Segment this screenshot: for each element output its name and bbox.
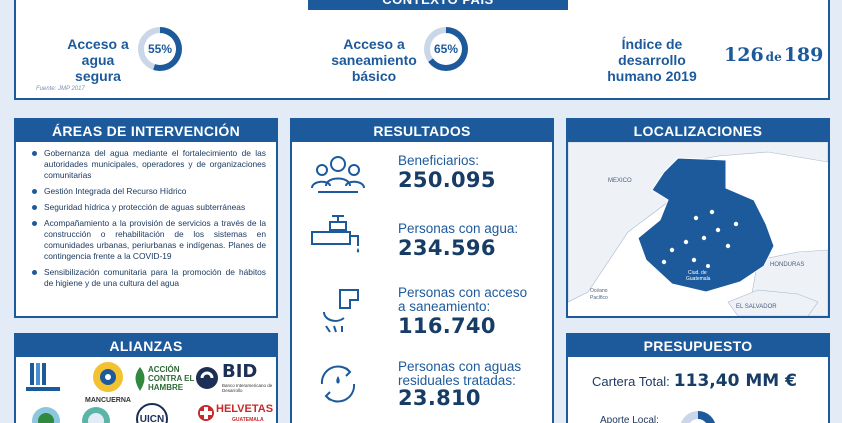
guatemala-gov-logo <box>26 363 60 391</box>
sanitation-percent: 65% <box>430 33 462 65</box>
map-label-salvador: EL SALVADOR <box>736 304 777 310</box>
context-source: Fuente: JMP 2017 <box>36 86 85 92</box>
helvetas-logo-icon <box>198 405 214 421</box>
uicn-logo-icon <box>136 403 168 423</box>
bid-subtitle: Banco Interamericano de Desarrollo <box>222 383 273 393</box>
people-icon <box>311 156 365 193</box>
personas-residuales-value: 23.810 <box>398 386 481 410</box>
areas-title: ÁREAS DE INTERVENCIÓN <box>16 120 276 142</box>
map-label-ocean: Océano <box>590 288 608 294</box>
map-label-capital: Guatemala <box>686 276 711 282</box>
map-label-mexico: MEXICO <box>608 178 632 184</box>
uicn-logo: UICN <box>139 414 165 423</box>
personas-saneamiento-value: 116.740 <box>398 314 496 338</box>
aporte-local-label: Aporte Local: <box>600 415 659 423</box>
cartera-total: Cartera Total: 113,40 MM € <box>592 371 797 391</box>
result-label: Personas con aguas residuales tratadas: <box>398 359 522 388</box>
partner-logo-icon <box>32 407 60 423</box>
resultados-panel: RESULTADOS Beneficiarios: 250.095 Person… <box>290 118 554 423</box>
map-label-capital: Ciud. de <box>688 270 707 276</box>
sanitation-label: Acceso a saneamiento básico <box>331 36 417 84</box>
alianzas-panel: ALIANZAS MANCUERNA ACCIÓN CONTRA EL HAMB… <box>14 333 278 423</box>
list-item: Sensibilización comunitaria para la prom… <box>30 267 266 289</box>
water-label: Acceso a agua segura <box>67 36 129 84</box>
helvetas-logo: HELVETAS <box>216 403 274 415</box>
hdi-label: Índice de desarrollo humano 2019 <box>607 36 697 84</box>
presupuesto-title: PRESUPUESTO <box>568 335 828 357</box>
helvetas-country: GUATEMALA <box>232 417 264 423</box>
result-label: Personas con agua: <box>398 221 519 236</box>
list-item: Gestión Integrada del Recurso Hídrico <box>30 186 266 197</box>
sanitation-ring-chart: 65% <box>424 27 468 71</box>
map-label-honduras: HONDURAS <box>770 262 804 268</box>
water-cycle-icon <box>320 365 356 403</box>
list-item: Gobernanza del agua mediante el fortalec… <box>30 148 266 181</box>
map-label-ocean: Pacífico <box>590 295 608 301</box>
bid-logo: BID <box>222 361 258 382</box>
personas-agua-value: 234.596 <box>398 236 496 260</box>
guatemala-map: MEXICO HONDURAS EL SALVADOR Océano Pacíf… <box>568 142 828 316</box>
faucet-icon <box>311 215 360 253</box>
bid-logo-icon <box>196 367 218 389</box>
aporte-ring-chart <box>681 411 715 423</box>
pipe-icon <box>323 289 359 333</box>
alianzas-title: ALIANZAS <box>16 335 276 357</box>
water-percent: 55% <box>144 33 176 65</box>
mancuerna-logo: MANCUERNA <box>85 397 131 404</box>
mancuerna-logo-icon <box>93 362 123 392</box>
resultados-title: RESULTADOS <box>292 120 552 142</box>
partner-logo-icon <box>82 407 110 423</box>
context-panel: CONTEXTO PAÍS Acceso a agua segura 55% A… <box>14 0 830 100</box>
accion-contra-el-hambre-logo: ACCIÓN CONTRA EL HAMBRE <box>148 365 195 392</box>
water-ring-chart: 55% <box>138 27 182 71</box>
list-item: Seguridad hídrica y protección de aguas … <box>30 202 266 213</box>
context-title: CONTEXTO PAÍS <box>308 0 568 10</box>
result-label: Beneficiarios: <box>398 153 480 168</box>
areas-list: Gobernanza del agua mediante el fortalec… <box>30 148 266 294</box>
areas-panel: ÁREAS DE INTERVENCIÓN Gobernanza del agu… <box>14 118 278 318</box>
beneficiarios-value: 250.095 <box>398 168 496 192</box>
localizaciones-title: LOCALIZACIONES <box>568 120 828 142</box>
result-label: Personas con acceso a saneamiento: <box>398 285 528 314</box>
list-item: Acompañamiento a la provisión de servici… <box>30 218 266 262</box>
localizaciones-panel: LOCALIZACIONES MEXICO HONDURAS EL SALVAD… <box>566 118 830 318</box>
presupuesto-panel: PRESUPUESTO Cartera Total: 113,40 MM € Ap… <box>566 333 830 423</box>
hdi-rank: 126 de 189 <box>724 44 824 66</box>
accion-logo-icon <box>135 367 145 391</box>
